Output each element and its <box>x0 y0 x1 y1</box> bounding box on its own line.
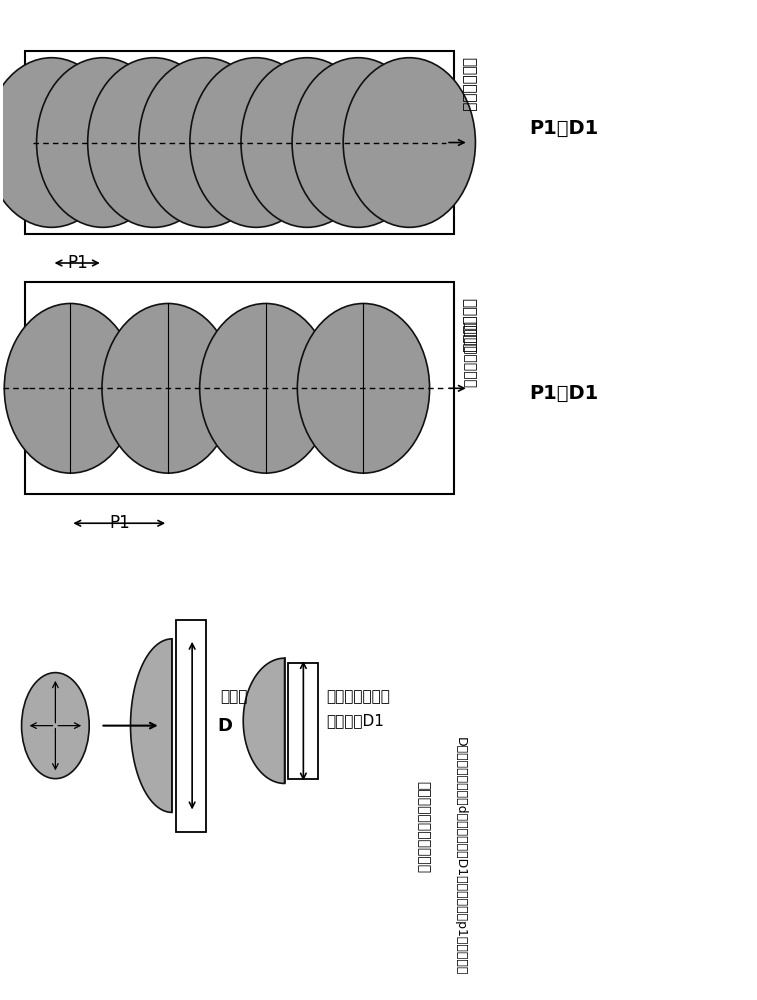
Text: D: D <box>217 717 232 735</box>
Polygon shape <box>243 658 285 783</box>
Ellipse shape <box>102 303 234 473</box>
Text: 利用喷墨描绘间距得到的: 利用喷墨描绘间距得到的 <box>416 781 430 873</box>
Ellipse shape <box>21 673 89 779</box>
Polygon shape <box>130 639 172 812</box>
Ellipse shape <box>139 58 271 227</box>
Ellipse shape <box>5 303 136 473</box>
Text: 形成点、线的形成: 形成点、线的形成 <box>462 321 475 388</box>
Text: 扩展直径D1: 扩展直径D1 <box>326 713 384 728</box>
Ellipse shape <box>298 303 430 473</box>
Bar <box>25 51 453 234</box>
Text: 稳定地观察到的: 稳定地观察到的 <box>326 689 390 704</box>
Ellipse shape <box>0 58 118 227</box>
Ellipse shape <box>241 58 373 227</box>
Ellipse shape <box>190 58 322 227</box>
Bar <box>176 620 206 832</box>
Text: P1＞D1: P1＞D1 <box>529 384 598 403</box>
Text: 形成线的情况: 形成线的情况 <box>461 57 476 112</box>
Ellipse shape <box>36 58 169 227</box>
Ellipse shape <box>88 58 220 227</box>
Bar <box>25 282 453 494</box>
Ellipse shape <box>292 58 425 227</box>
Text: P1: P1 <box>109 514 129 532</box>
Ellipse shape <box>343 58 475 227</box>
Text: P1: P1 <box>67 254 89 272</box>
Text: 着落后: 着落后 <box>221 689 248 704</box>
Text: 形成点的情况: 形成点的情况 <box>461 298 476 353</box>
Text: D：着落后的直径，d：液滴直径，D1：观察直径，p1：描绘间距: D：着落后的直径，d：液滴直径，D1：观察直径，p1：描绘间距 <box>453 737 466 975</box>
Bar <box>288 663 319 779</box>
Ellipse shape <box>200 303 332 473</box>
Text: P1＜D1: P1＜D1 <box>529 119 598 138</box>
